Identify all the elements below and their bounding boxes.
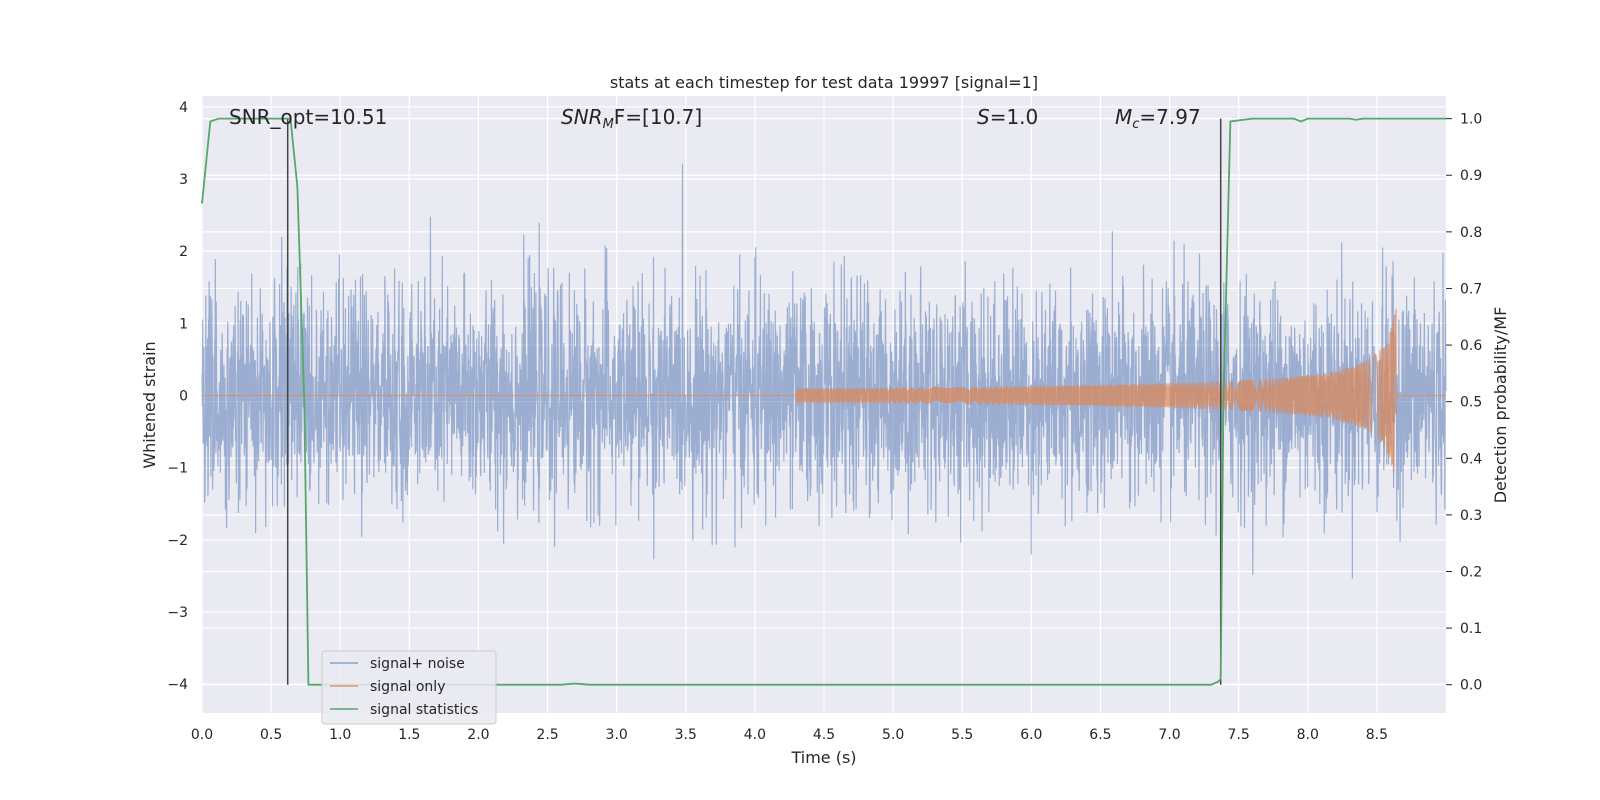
y-right-tick-1: 0.9 xyxy=(1460,168,1482,184)
y-left-tick-4: 0 xyxy=(179,388,188,404)
mc-base: M xyxy=(1115,105,1132,129)
x-tick-6: 3.0 xyxy=(606,727,628,743)
annotation-snr-mf: SNRMF=[10.7] xyxy=(561,105,702,132)
x-tick-12: 6.0 xyxy=(1020,727,1042,743)
s-tail: =1.0 xyxy=(990,105,1039,129)
mc-sub: c xyxy=(1132,117,1139,132)
x-tick-4: 2.0 xyxy=(467,727,489,743)
annotation-s: S=1.0 xyxy=(977,105,1038,129)
y-right-tick-9: 0.1 xyxy=(1460,621,1482,637)
x-tick-10: 5.0 xyxy=(882,727,904,743)
x-tick-11: 5.5 xyxy=(951,727,973,743)
y-right-tick-8: 0.2 xyxy=(1460,564,1482,580)
y-left-axis-label: Whitened strain xyxy=(140,341,159,468)
y-right-axis-label: Detection probability/MF xyxy=(1491,307,1510,504)
x-tick-1: 0.5 xyxy=(260,727,282,743)
y-left-tick-0: 4 xyxy=(179,100,188,116)
y-left-tick-5: −1 xyxy=(167,461,188,477)
y-left-tick-2: 2 xyxy=(179,244,188,260)
x-tick-16: 8.0 xyxy=(1297,727,1319,743)
y-right-tick-6: 0.4 xyxy=(1460,451,1482,467)
s-base: S xyxy=(977,105,990,129)
x-tick-labels: 0.0 0.5 1.0 1.5 2.0 2.5 3.0 3.5 4.0 4.5 5.0 5.5 6.0 6… xyxy=(191,727,1388,743)
mc-tail: =7.97 xyxy=(1139,105,1200,129)
signal-statistics-line xyxy=(201,117,1446,686)
y-right-tick-4: 0.6 xyxy=(1460,338,1482,354)
legend: signal+ noise signal only signal statist… xyxy=(321,650,497,725)
x-tick-9: 4.5 xyxy=(813,727,835,743)
snr-mf-base: SNR xyxy=(561,105,603,129)
y-left-tick-6: −2 xyxy=(167,533,188,549)
series-signal-only xyxy=(202,308,1446,474)
signal-only-line xyxy=(202,308,1446,474)
y-right-tick-2: 0.8 xyxy=(1460,225,1482,241)
x-axis-label: Time (s) xyxy=(790,748,856,767)
y-left-tick-8: −4 xyxy=(167,677,188,693)
y-right-tick-labels: 1.0 0.9 0.8 0.7 0.6 0.5 0.4 0.3 0.2 0.1 0.0 xyxy=(1446,112,1482,694)
x-tick-3: 1.5 xyxy=(398,727,420,743)
y-left-tick-labels: 4 3 2 1 0 −1 −2 −3 −4 xyxy=(167,100,188,693)
y-right-tick-3: 0.7 xyxy=(1460,281,1482,297)
y-left-tick-3: 1 xyxy=(179,316,188,332)
x-tick-13: 6.5 xyxy=(1089,727,1111,743)
series-signal-statistics xyxy=(201,117,1446,686)
chart-title: stats at each timestep for test data 199… xyxy=(610,73,1038,92)
snr-mf-tail: F=[10.7] xyxy=(614,105,702,129)
legend-label-noise: signal+ noise xyxy=(370,656,465,672)
x-tick-0: 0.0 xyxy=(191,727,213,743)
y-right-tick-10: 0.0 xyxy=(1460,678,1482,694)
y-left-tick-1: 3 xyxy=(179,172,188,188)
y-left-tick-7: −3 xyxy=(167,605,188,621)
x-tick-5: 2.5 xyxy=(536,727,558,743)
y-right-tick-0: 1.0 xyxy=(1460,112,1482,128)
annotation-snr-opt: SNR_opt=10.51 xyxy=(229,105,387,129)
y-right-tick-5: 0.5 xyxy=(1460,395,1482,411)
y-right-tick-7: 0.3 xyxy=(1460,508,1482,524)
snr-mf-sub: M xyxy=(603,117,614,132)
x-tick-14: 7.0 xyxy=(1158,727,1180,743)
x-tick-17: 8.5 xyxy=(1366,727,1388,743)
x-tick-2: 1.0 xyxy=(329,727,351,743)
legend-box xyxy=(321,650,497,725)
x-tick-15: 7.5 xyxy=(1228,727,1250,743)
x-tick-7: 3.5 xyxy=(675,727,697,743)
legend-label-stats: signal statistics xyxy=(370,702,478,718)
annotation-mc: Mc=7.97 xyxy=(1115,105,1201,132)
legend-label-signal: signal only xyxy=(370,679,445,695)
x-tick-8: 4.0 xyxy=(744,727,766,743)
